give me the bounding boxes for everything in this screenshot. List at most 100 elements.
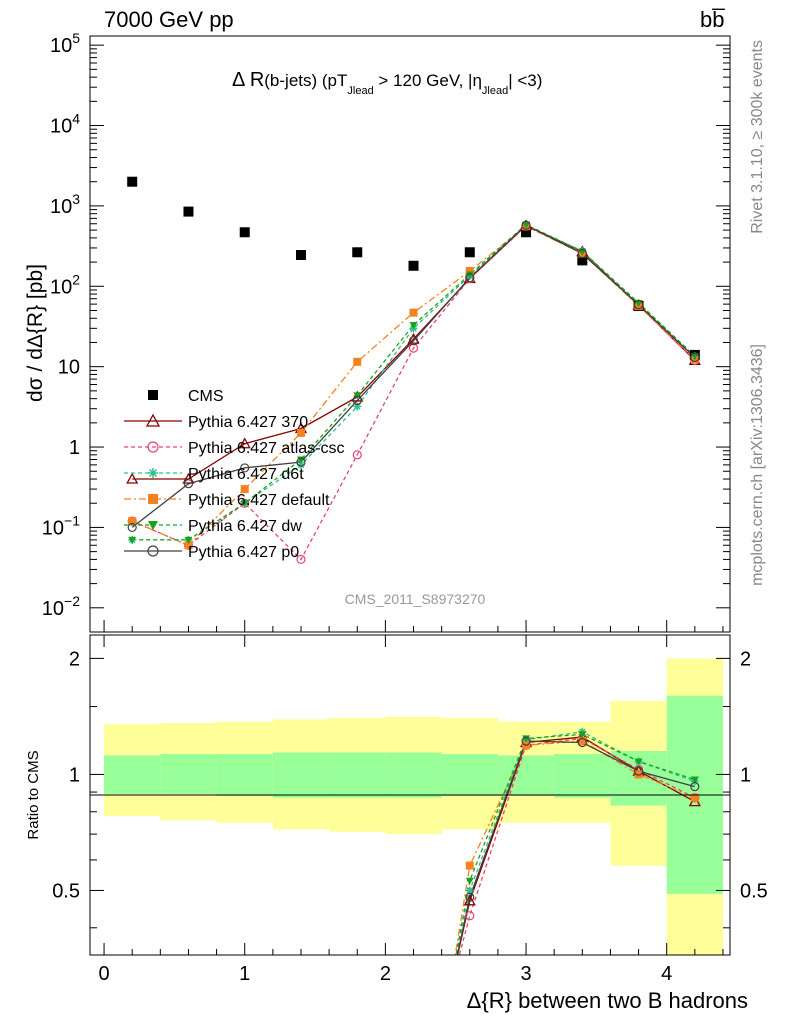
y-tick-label: 103 <box>50 191 80 218</box>
data-point-pythia-6-427-p0 <box>521 220 531 230</box>
ratio-point-pythia-6-427-d6t <box>465 886 474 895</box>
data-point-pythia-6-427-dw <box>409 321 418 329</box>
analysis-id: CMS_2011_S8973270 <box>345 591 486 607</box>
ratio-point-pythia-6-427-p0 <box>521 736 531 746</box>
header-process: 7000 GeV pp <box>104 7 234 32</box>
y-tick-label: 1 <box>69 437 80 459</box>
y-axis-label: dσ / dΔ{R} [pb] <box>24 264 47 402</box>
ratio-point-pythia-6-427-atlas-csc <box>465 911 475 921</box>
main-panel-frame <box>89 35 731 633</box>
x-tick-label: 4 <box>661 963 672 985</box>
legend-marker-pythia-6-427-default <box>148 494 158 504</box>
mcplots-reference-label: mcplots.cern.ch [arXiv:1306.3436] <box>749 344 766 586</box>
data-point-cms <box>295 250 306 261</box>
ratio-tick-label-right: 1 <box>740 764 751 786</box>
ratio-point-pythia-6-427-dw <box>634 758 643 766</box>
data-point-pythia-6-427-370 <box>238 437 251 449</box>
ratio-band-inner <box>104 755 161 794</box>
data-point-cms <box>352 247 363 258</box>
ratio-band-inner <box>216 753 273 796</box>
chart-title: Δ R(b-jets) (pTJlead > 120 GeV, |ηJlead|… <box>232 69 542 97</box>
data-point-pythia-6-427-default <box>409 308 418 317</box>
data-point-pythia-6-427-p0 <box>240 463 250 473</box>
ratio-line-pythia-6-427-dw <box>455 733 695 955</box>
ratio-point-pythia-6-427-p0 <box>633 766 644 776</box>
y-tick-label: 102 <box>50 271 80 298</box>
data-point-pythia-6-427-370 <box>351 390 364 402</box>
y-tick-label: 104 <box>50 111 80 138</box>
data-point-pythia-6-427-p0 <box>352 395 362 406</box>
ratio-point-pythia-6-427-dw <box>578 731 587 739</box>
data-point-pythia-6-427-atlas-csc <box>296 554 306 565</box>
data-point-pythia-6-427-p0 <box>127 522 137 533</box>
y-tick-label: 105 <box>50 30 80 57</box>
series-line-pythia-6-427-p0 <box>131 224 696 528</box>
data-point-pythia-6-427-atlas-csc <box>408 343 419 353</box>
x-tick-label: 0 <box>99 963 110 985</box>
data-point-pythia-6-427-dw <box>690 353 699 361</box>
ratio-band-inner <box>385 752 442 798</box>
x-tick-label: 2 <box>380 963 391 985</box>
data-point-pythia-6-427-dw <box>353 392 362 400</box>
ratio-axis-label: Ratio to CMS <box>25 750 42 839</box>
legend-label-cms: CMS <box>188 388 224 405</box>
legend-marker-cms <box>148 390 158 400</box>
data-point-pythia-6-427-default <box>240 485 249 494</box>
data-point-cms <box>408 260 419 271</box>
ratio-band-inner <box>554 753 611 798</box>
header-final-state: bb̅ <box>700 7 725 32</box>
data-point-pythia-6-427-atlas-csc <box>352 450 362 460</box>
ratio-line-pythia-6-427-default <box>454 740 696 955</box>
data-point-pythia-6-427-default <box>296 428 305 437</box>
legend-marker-pythia-6-427-dw <box>148 521 158 530</box>
data-point-pythia-6-427-p0 <box>465 273 475 283</box>
data-point-pythia-6-427-p0 <box>577 249 587 259</box>
legend-marker-pythia-6-427-atlas-csc <box>147 441 159 453</box>
data-point-cms <box>183 206 194 217</box>
data-point-pythia-6-427-p0 <box>408 336 419 346</box>
ratio-point-pythia-6-427-default <box>634 770 643 779</box>
series-line-pythia-6-427-dw <box>132 223 696 541</box>
x-tick-label: 3 <box>520 963 531 985</box>
x-tick-label: 1 <box>239 963 250 985</box>
ratio-band-inner <box>441 753 498 796</box>
ratio-band-inner <box>160 753 217 794</box>
legend-label-pythia-6-427-d6t: Pythia 6.427 d6t <box>188 466 304 483</box>
data-point-pythia-6-427-370 <box>407 332 420 344</box>
legend-label-pythia-6-427-370: Pythia 6.427 370 <box>188 414 308 431</box>
ratio-band-inner <box>329 752 386 798</box>
data-point-pythia-6-427-default <box>353 357 362 366</box>
y-tick-label: 10−2 <box>42 593 80 620</box>
ratio-tick-label-right: 0.5 <box>740 880 768 902</box>
legend-label-pythia-6-427-p0: Pythia 6.427 p0 <box>188 544 299 561</box>
ratio-point-pythia-6-427-dw <box>465 877 474 885</box>
data-point-cms <box>521 227 532 238</box>
y-tick-label: 10−1 <box>42 512 80 539</box>
ratio-point-pythia-6-427-p0 <box>465 892 475 902</box>
data-point-pythia-6-427-default <box>465 266 474 275</box>
legend-label-pythia-6-427-dw: Pythia 6.427 dw <box>188 518 302 535</box>
data-point-pythia-6-427-dw <box>240 500 249 508</box>
ratio-point-pythia-6-427-p0 <box>577 737 587 748</box>
ratio-point-pythia-6-427-default <box>578 737 587 746</box>
legend-marker-pythia-6-427-370 <box>145 413 161 427</box>
data-point-cms <box>127 176 138 187</box>
ratio-point-pythia-6-427-default <box>690 793 699 802</box>
ratio-tick-label-left: 2 <box>69 648 80 670</box>
series-line-pythia-6-427-atlas-csc <box>131 225 696 561</box>
data-point-pythia-6-427-d6t <box>353 402 362 411</box>
ratio-point-pythia-6-427-dw <box>690 776 699 784</box>
data-point-pythia-6-427-p0 <box>183 479 194 489</box>
data-point-pythia-6-427-370 <box>126 472 139 484</box>
data-point-pythia-6-427-p0 <box>296 457 306 467</box>
legend-marker-pythia-6-427-d6t <box>148 468 158 478</box>
data-point-cms <box>239 227 250 238</box>
data-point-pythia-6-427-370 <box>182 472 195 484</box>
ratio-tick-label-left: 1 <box>69 764 80 786</box>
rivet-version-label: Rivet 3.1.10, ≥ 300k events <box>749 40 766 234</box>
data-point-cms <box>464 247 475 258</box>
data-point-cms <box>577 255 588 266</box>
ratio-tick-label-left: 0.5 <box>52 880 80 902</box>
ratio-band-inner <box>497 755 555 796</box>
